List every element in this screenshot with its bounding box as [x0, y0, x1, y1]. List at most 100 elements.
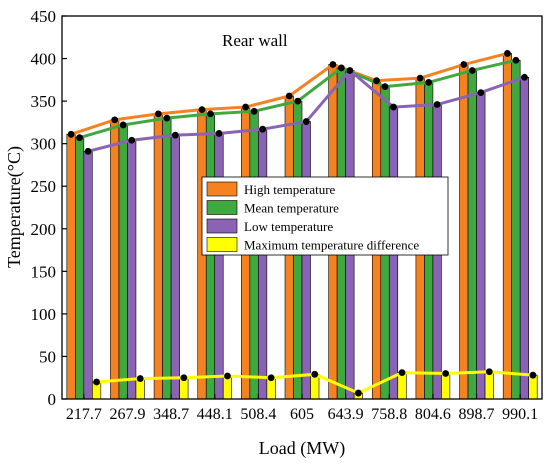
point-series-1-804.6 — [416, 74, 424, 82]
bar-series-3-508.4 — [258, 128, 268, 400]
bar-series-4-605 — [310, 374, 320, 400]
y-tick-label-400: 400 — [31, 50, 57, 69]
point-series-4-508.4 — [267, 374, 275, 382]
bar-series-2-217.7 — [75, 137, 85, 400]
point-series-4-448.1 — [224, 372, 231, 380]
legend-swatch-series-2 — [206, 200, 238, 215]
point-series-2-643.9 — [337, 64, 345, 72]
point-series-3-643.9 — [346, 67, 354, 74]
x-tick-label-508.4: 508.4 — [240, 406, 276, 423]
point-series-1-348.7 — [154, 110, 162, 118]
x-tick-label-267.9: 267.9 — [109, 406, 145, 423]
legend-swatch-series-3 — [206, 218, 238, 234]
chart-title: Rear wall — [222, 31, 288, 50]
bar-series-2-348.7 — [162, 117, 172, 400]
bar-series-3-267.9 — [127, 139, 137, 400]
point-series-3-898.7 — [477, 89, 485, 96]
point-series-4-898.7 — [485, 368, 493, 376]
point-series-1-267.9 — [111, 116, 119, 124]
x-tick-label-605: 605 — [290, 406, 314, 423]
point-series-4-990.1 — [529, 371, 537, 379]
point-series-2-605 — [294, 97, 302, 105]
bar-series-3-605 — [301, 121, 311, 400]
x-tick-label-898.7: 898.7 — [459, 406, 495, 423]
bar-series-3-217.7 — [83, 151, 93, 400]
point-series-2-217.7 — [76, 134, 83, 142]
point-series-3-217.7 — [84, 147, 92, 155]
point-series-4-643.9 — [354, 389, 362, 397]
point-series-3-605 — [302, 118, 310, 125]
y-tick-label-150: 150 — [31, 262, 57, 281]
legend-box — [201, 176, 449, 256]
point-series-1-990.1 — [504, 50, 511, 57]
point-series-2-508.4 — [250, 107, 258, 115]
point-series-1-643.9 — [329, 61, 337, 68]
y-tick-label-300: 300 — [31, 135, 57, 154]
legend-label-series-4: Maximum temperature difference — [244, 238, 419, 253]
point-series-1-217.7 — [67, 130, 75, 138]
bar-series-1-267.9 — [110, 119, 120, 400]
point-series-4-758.8 — [398, 369, 406, 377]
legend-swatch-series-1 — [206, 181, 238, 197]
bar-series-3-898.7 — [476, 92, 486, 400]
x-tick-label-448.1: 448.1 — [197, 406, 233, 423]
x-tick-label-758.8: 758.8 — [371, 406, 407, 423]
points-layer — [67, 50, 537, 397]
point-series-4-267.9 — [136, 375, 144, 382]
point-series-4-804.6 — [442, 370, 450, 377]
bar-series-1-898.7 — [459, 64, 469, 400]
x-axis: 217.7 267.9 348.7 448.1 508.4 605 643.9 758.8 80… — [66, 394, 538, 423]
bar-series-1-217.7 — [66, 134, 76, 400]
bar-series-4-990.1 — [528, 374, 538, 400]
y-tick-label-0: 0 — [48, 390, 57, 409]
y-tick-label-250: 250 — [31, 177, 57, 196]
y-axis: 0 50 100 150 200 250 300 350 400 450 — [31, 7, 67, 409]
point-series-2-448.1 — [207, 110, 214, 118]
legend-label-series-2: Mean temperature — [244, 201, 339, 216]
point-series-3-508.4 — [259, 125, 267, 133]
y-tick-label-50: 50 — [39, 347, 56, 366]
point-series-1-448.1 — [198, 106, 206, 114]
bar-series-1-990.1 — [502, 53, 512, 400]
bar-series-3-448.1 — [214, 133, 224, 400]
point-series-2-804.6 — [425, 78, 433, 86]
bar-series-4-448.1 — [222, 375, 233, 400]
point-series-3-804.6 — [433, 101, 441, 108]
x-tick-label-643.9: 643.9 — [328, 406, 364, 423]
bar-series-4-804.6 — [441, 373, 451, 400]
point-series-2-348.7 — [163, 114, 171, 122]
legend-swatch-series-4 — [206, 237, 238, 252]
x-tick-label-804.6: 804.6 — [415, 406, 451, 423]
point-series-3-758.8 — [390, 103, 397, 111]
bar-series-2-267.9 — [118, 124, 128, 400]
point-series-3-348.7 — [171, 131, 179, 139]
point-series-4-348.7 — [180, 374, 188, 382]
x-axis-label: Load (MW) — [259, 438, 345, 459]
x-tick-label-990.1: 990.1 — [502, 406, 538, 423]
point-series-4-217.7 — [93, 378, 100, 386]
legend-label-series-3: Low temperature — [244, 219, 333, 234]
x-tick-label-217.7: 217.7 — [66, 406, 102, 423]
y-tick-label-450: 450 — [31, 7, 57, 26]
bar-series-3-348.7 — [170, 134, 180, 400]
point-series-2-267.9 — [119, 121, 127, 129]
bar-series-4-758.8 — [397, 372, 407, 400]
point-series-3-448.1 — [215, 130, 223, 137]
point-series-2-758.8 — [381, 83, 389, 91]
point-series-1-508.4 — [242, 103, 250, 111]
bar-series-3-990.1 — [519, 76, 529, 400]
point-series-1-758.8 — [373, 77, 380, 85]
point-series-3-267.9 — [128, 136, 136, 144]
y-tick-label-100: 100 — [31, 305, 57, 324]
x-tick-label-348.7: 348.7 — [153, 406, 189, 423]
y-tick-label-200: 200 — [31, 220, 57, 239]
point-series-4-605 — [311, 370, 319, 378]
bar-series-2-990.1 — [511, 59, 521, 400]
bar-series-2-448.1 — [205, 113, 216, 400]
point-series-2-990.1 — [512, 56, 520, 64]
point-series-3-990.1 — [521, 73, 528, 81]
point-series-1-898.7 — [460, 61, 468, 68]
point-series-2-898.7 — [468, 67, 476, 74]
